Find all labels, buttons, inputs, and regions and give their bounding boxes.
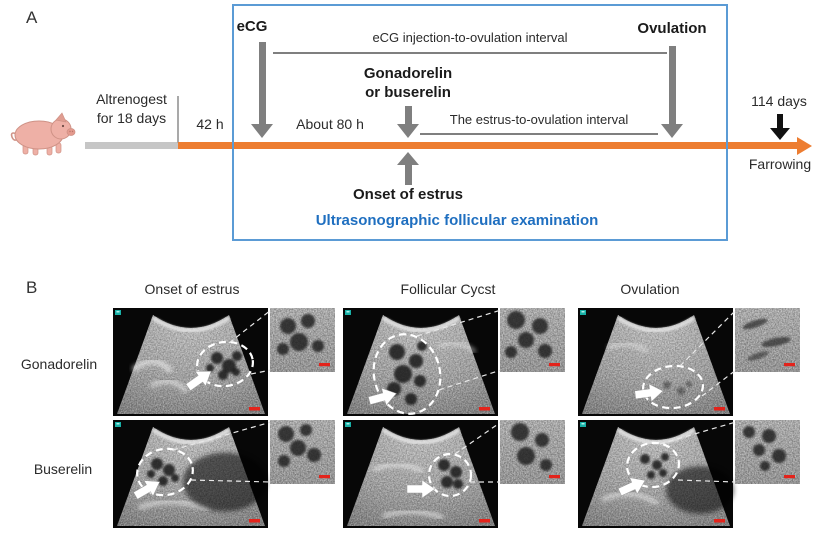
arrow-head: [397, 124, 419, 138]
timeline-tick: [177, 96, 179, 143]
arrow-shaft: [258, 42, 266, 124]
arrow-shaft: [404, 106, 412, 124]
ultrasound-buserelin-ovulation: [578, 420, 800, 528]
panel-b-label: B: [26, 278, 38, 297]
examination-window-box: [232, 4, 728, 241]
farrowing-label: Farrowing: [748, 156, 812, 172]
days-114-label: 114 days: [751, 93, 807, 109]
farrowing-arrow-icon: [769, 114, 791, 140]
arrow-head: [661, 124, 683, 138]
ultrasound-gonadorelin-onset-of-estrus: [113, 308, 335, 416]
examination-label: Ultrasonographic follicular examination: [315, 212, 599, 229]
ecg-interval-line: [273, 52, 667, 54]
altrenogest-line1: Altrenogest: [96, 91, 167, 107]
onset-of-estrus-label: Onset of estrus: [352, 186, 464, 203]
row-label-buserelin: Buserelin: [33, 461, 93, 477]
arrow-head: [251, 124, 273, 138]
ovulation-label: Ovulation: [637, 20, 707, 37]
timeline-arrowhead-icon: [797, 136, 812, 155]
ultrasound-gonadorelin-ovulation: [578, 308, 800, 416]
column-header-ovulation: Ovulation: [620, 281, 680, 297]
about-80h-label: About 80 h: [296, 116, 364, 132]
column-header-follicular-cycst: Follicular Cycst: [400, 281, 496, 297]
estrus-interval-label: The estrus-to-ovulation interval: [449, 112, 629, 127]
ovulation-arrow-icon: [661, 46, 683, 138]
gnrh-line1: Gonadorelin: [363, 65, 453, 82]
row-label-gonadorelin: Gonadorelin: [20, 356, 98, 372]
column-header-onset-of-estrus: Onset of estrus: [144, 281, 240, 297]
altrenogest-label: Altrenogest for 18 days: [83, 90, 180, 128]
altrenogest-period-bar: [85, 142, 178, 149]
gnrh-line2: or buserelin: [365, 84, 451, 101]
arrow-head: [397, 152, 419, 165]
timeline-bar: [178, 142, 798, 149]
arrow-head: [770, 128, 790, 140]
arrow-shaft: [777, 114, 783, 128]
ecg-interval-label: eCG injection-to-ovulation interval: [372, 30, 568, 45]
pig-icon: [6, 108, 78, 163]
ecg-label: eCG: [236, 18, 268, 35]
ultrasound-buserelin-onset-of-estrus: [113, 420, 335, 528]
altrenogest-line2: for 18 days: [96, 110, 167, 126]
gnrh-label: Gonadorelin or buserelin: [333, 64, 483, 102]
gnrh-arrow-icon: [397, 106, 419, 138]
time-42h-label: 42 h: [196, 116, 224, 132]
ultrasound-gonadorelin-follicular-cycst: [343, 308, 565, 416]
arrow-shaft: [404, 165, 412, 185]
ultrasound-buserelin-follicular-cycst: [343, 420, 565, 528]
arrow-shaft: [668, 46, 676, 124]
estrus-interval-line: [420, 133, 658, 135]
onset-of-estrus-arrow-icon: [397, 152, 419, 185]
panel-a-label: A: [26, 8, 38, 27]
ecg-arrow-icon: [251, 42, 273, 138]
